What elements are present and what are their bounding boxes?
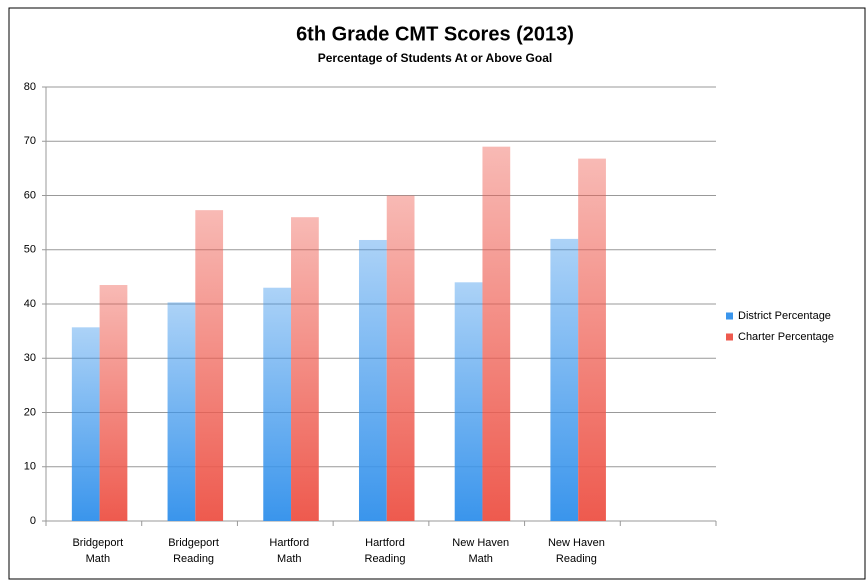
- x-tick-label: Reading: [556, 553, 597, 565]
- y-tick-label: 50: [24, 244, 36, 256]
- bar: [482, 146, 511, 522]
- bar: [195, 210, 224, 521]
- x-tick-label: New Haven: [548, 537, 605, 549]
- x-tick-label: Hartford: [365, 537, 405, 549]
- bar: [386, 195, 415, 521]
- legend-label: District Percentage: [738, 310, 831, 322]
- bar: [263, 287, 292, 521]
- bar: [167, 302, 196, 521]
- x-tick-label: Math: [468, 553, 492, 565]
- y-tick-label: 70: [24, 135, 36, 147]
- y-tick-label: 20: [24, 406, 36, 418]
- y-tick-label: 80: [24, 81, 36, 93]
- chart-title: 6th Grade CMT Scores (2013): [296, 23, 574, 45]
- x-tick-label: Math: [86, 553, 110, 565]
- x-tick-label: Math: [277, 553, 301, 565]
- x-tick-label: Bridgeport: [72, 537, 123, 549]
- y-tick-label: 30: [24, 352, 36, 364]
- bar: [550, 238, 579, 521]
- bar: [99, 285, 128, 521]
- y-tick-label: 10: [24, 461, 36, 473]
- y-tick-label: 60: [24, 189, 36, 201]
- legend-swatch: [726, 333, 733, 341]
- x-tick-label: Reading: [365, 553, 406, 565]
- legend-swatch: [726, 312, 733, 320]
- x-tick-label: Bridgeport: [168, 537, 219, 549]
- bar: [454, 282, 483, 521]
- chart-subtitle: Percentage of Students At or Above Goal: [318, 51, 552, 65]
- x-tick-label: New Haven: [452, 537, 509, 549]
- bar: [71, 327, 100, 521]
- y-tick-label: 0: [30, 515, 36, 527]
- x-tick-label: Hartford: [269, 537, 309, 549]
- bar: [291, 217, 319, 521]
- y-tick-label: 40: [24, 298, 36, 310]
- bar: [358, 239, 387, 522]
- x-tick-label: Reading: [173, 553, 214, 565]
- bar: [578, 158, 606, 522]
- legend-label: Charter Percentage: [738, 331, 834, 343]
- chart-border: [8, 7, 866, 580]
